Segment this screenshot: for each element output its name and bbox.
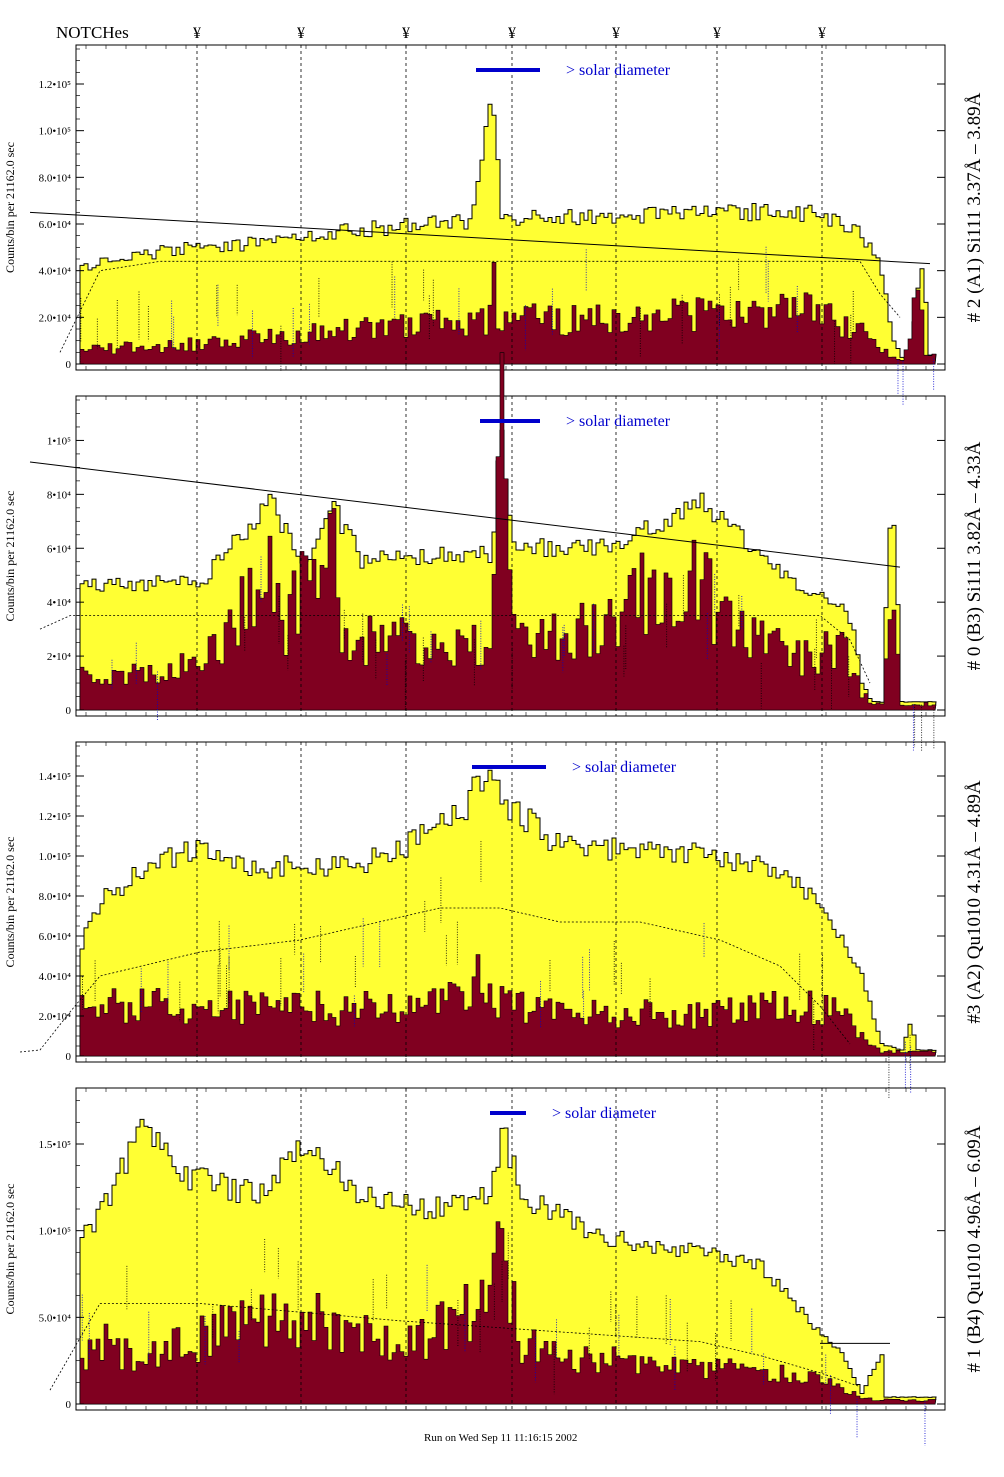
solar-diameter-label: > solar diameter: [552, 1105, 657, 1122]
y-tick-label: 8.0•10⁴: [39, 172, 72, 184]
panel-3: 0 5.0•10⁴ 1.0•10⁵ 1.5•10⁵ Counts/bin per 211…: [3, 1087, 985, 1446]
solar-diameter-label: > solar diameter: [566, 62, 671, 79]
y-tick-label: 1.0•10⁵: [39, 1226, 72, 1238]
notch-glyph: ¥: [402, 25, 410, 42]
y-axis-label: Counts/bin per 21162.0 sec: [3, 837, 17, 968]
model-dashed-line: [49, 1303, 861, 1391]
y-tick-label: 8•10⁴: [47, 489, 71, 501]
y-axis-label: Counts/bin per 21162.0 sec: [3, 1184, 17, 1315]
y-tick-label: 0: [66, 705, 72, 717]
notch-glyph: ¥: [508, 25, 516, 42]
fit-line: [29, 461, 901, 568]
y-tick-label: 2•10⁴: [47, 651, 71, 663]
y-tick-label: 4.0•10⁴: [39, 266, 72, 278]
run-timestamp: Run on Wed Sep 11 11:16:15 2002: [424, 1432, 577, 1444]
panel-0: 0 2.0•10⁴ 4.0•10⁴ 6.0•10⁴ 8.0•10⁴ 1.0•10⁵ 1.2•…: [3, 44, 985, 405]
panel-title: # 0 (B3) Si111 3.82Å – 4.33Å: [964, 441, 985, 670]
dark-histogram: [79, 954, 937, 1057]
notch-glyph: ¥: [713, 25, 721, 42]
notch-markers: ¥ ¥ ¥ ¥ ¥ ¥ ¥: [193, 25, 826, 42]
y-tick-label: 4•10⁴: [47, 597, 71, 609]
notch-glyph: ¥: [297, 25, 305, 42]
model-dashed-line: [39, 615, 871, 684]
fit-line: [29, 211, 931, 265]
y-tick-label: 2.0•10⁴: [39, 312, 72, 324]
model-dashed-line: [59, 260, 901, 353]
notch-glyph: ¥: [612, 25, 620, 42]
y-tick-label: 1.0•10⁵: [39, 126, 72, 138]
notch-glyph: ¥: [818, 25, 826, 42]
y-tick-label: 0: [66, 359, 72, 371]
panel-title: # 2 (A1) Si111 3.37Å – 3.89Å: [964, 92, 985, 322]
y-tick-label: 4.0•10⁴: [39, 971, 72, 983]
y-tick-label: 6.0•10⁴: [39, 931, 72, 943]
dark-histogram: [79, 262, 937, 365]
y-tick-label: 1•10⁵: [47, 435, 71, 447]
y-tick-label: 1.0•10⁵: [39, 851, 72, 863]
y-tick-label: 6.0•10⁴: [39, 219, 72, 231]
panel-frame: [75, 44, 946, 371]
y-tick-label: 2.0•10⁴: [39, 1011, 72, 1023]
solar-diameter-label: > solar diameter: [566, 413, 671, 430]
dark-histogram: [79, 1221, 937, 1405]
y-tick-label: 6•10⁴: [47, 543, 71, 555]
panel-title: #3 (A2) Qu1010 4.31Å – 4.89Å: [964, 780, 985, 1024]
panel-frame: [75, 741, 946, 1063]
panel-1: 0 2•10⁴ 4•10⁴ 6•10⁴ 8•10⁴ 1•10⁵ Counts/bin per…: [3, 352, 985, 752]
y-tick-label: 1.4•10⁵: [39, 771, 72, 783]
y-tick-label: 1.5•10⁵: [39, 1139, 72, 1151]
panel-frame: [75, 1087, 946, 1411]
y-tick-label: 0: [66, 1051, 72, 1063]
y-axis-label: Counts/bin per 21162.0 sec: [3, 142, 17, 273]
envelope-area: [79, 769, 937, 1057]
notch-glyph: ¥: [193, 25, 201, 42]
y-tick-label: 1.2•10⁵: [39, 79, 72, 91]
panels: 0 2.0•10⁴ 4.0•10⁴ 6.0•10⁴ 8.0•10⁴ 1.0•10⁵ 1.2•…: [3, 44, 985, 1446]
y-tick-label: 8.0•10⁴: [39, 891, 72, 903]
dark-histogram: [79, 352, 937, 711]
y-axis-label: Counts/bin per 21162.0 sec: [3, 491, 17, 622]
panel-2: 0 2.0•10⁴ 4.0•10⁴ 6.0•10⁴ 8.0•10⁴ 1.0•10⁵ 1.2•…: [3, 741, 985, 1098]
model-dashed-line: [19, 907, 851, 1053]
notches-label: NOTCHes: [56, 23, 129, 42]
panel-title: # 1 (B4) Qu1010 4.96Å – 6.09Å: [964, 1125, 985, 1372]
y-tick-label: 1.2•10⁵: [39, 811, 72, 823]
y-tick-label: 0: [66, 1399, 72, 1411]
envelope-area: [79, 103, 937, 365]
panel-frame: [75, 395, 946, 717]
y-tick-label: 5.0•10⁴: [39, 1312, 72, 1324]
solar-diameter-label: > solar diameter: [572, 759, 677, 776]
